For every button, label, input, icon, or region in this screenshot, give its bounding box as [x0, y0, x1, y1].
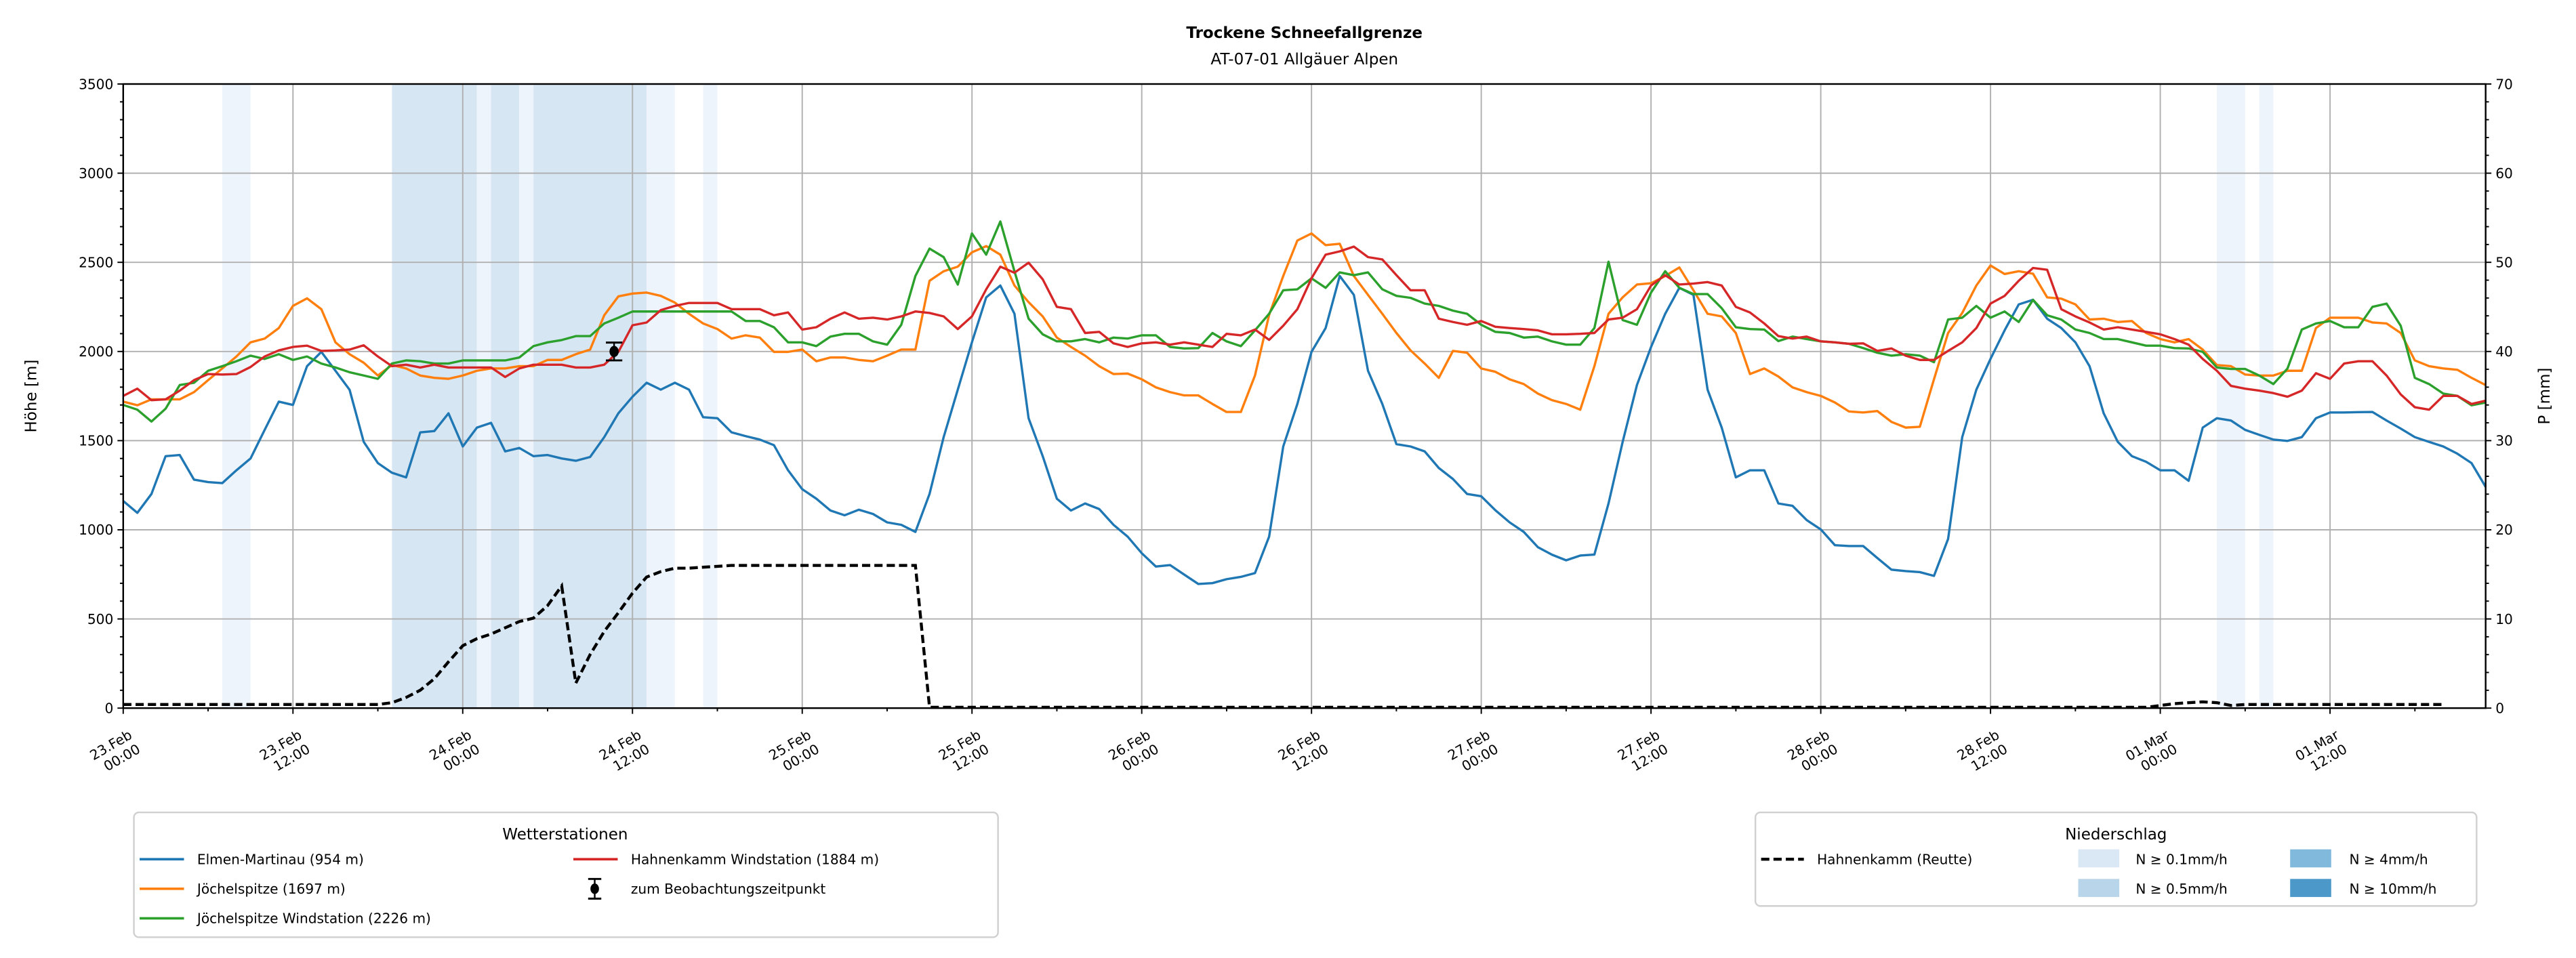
x-tick-label: 28.Feb12:00	[1955, 726, 2011, 778]
y-right-tick-label: 0	[2495, 700, 2504, 716]
legend-label-observation: zum Beobachtungszeitpunkt	[631, 881, 826, 897]
legend-precipitation: Niederschlag Hahnenkamm (Reutte) N ≥ 0.1…	[1754, 811, 2478, 907]
precip-band	[519, 84, 534, 709]
y-right-tick-label: 20	[2495, 522, 2513, 538]
legend-label-n4: N ≥ 4mm/h	[2349, 851, 2428, 867]
x-tick-label: 23.Feb12:00	[257, 726, 313, 778]
y-tick-label: 1500	[79, 433, 113, 449]
precip-band	[222, 84, 251, 709]
y-right-tick-label: 60	[2495, 165, 2513, 182]
legend-precip-title: Niederschlag	[2065, 826, 2167, 844]
legend-label-precip: Hahnenkamm (Reutte)	[1817, 851, 1972, 867]
plot-frame	[122, 83, 2487, 709]
precip-band	[476, 84, 491, 709]
legend-label-n10: N ≥ 10mm/h	[2349, 881, 2436, 897]
x-tick-label: 01.Mar12:00	[2293, 726, 2350, 778]
precip-band	[647, 84, 675, 709]
legend-swatch-n05	[2078, 879, 2120, 897]
legend-label-n01: N ≥ 0.1mm/h	[2135, 851, 2227, 867]
legend-label-joechelspitze: Jöchelspitze (1697 m)	[196, 881, 346, 897]
y-tick-label: 500	[87, 611, 113, 627]
legend-label-n05: N ≥ 0.5mm/h	[2135, 881, 2227, 897]
x-tick-label: 24.Feb12:00	[596, 726, 653, 778]
series-line-0	[122, 274, 2487, 585]
observation-point	[609, 346, 619, 358]
y-right-tick-label: 40	[2495, 343, 2513, 360]
y-tick-label: 3500	[79, 76, 113, 92]
precip-band	[2259, 84, 2274, 709]
y-tick-label: 2500	[79, 254, 113, 270]
precip-band	[491, 84, 520, 709]
series-line-1	[123, 232, 2487, 429]
series-line-3	[123, 245, 2487, 411]
legend-label-joechelspitze-wind: Jöchelspitze Windstation (2226 m)	[196, 911, 431, 927]
x-tick-label: 27.Feb12:00	[1615, 726, 1671, 778]
x-tick-label: 24.Feb00:00	[426, 726, 483, 778]
y-right-tick-label: 50	[2495, 254, 2513, 270]
chart-title: Trockene Schneefallgrenze	[1186, 24, 1423, 42]
x-tick-label: 26.Feb00:00	[1105, 726, 1162, 778]
chart-subtitle: AT-07-01 Allgäuer Alpen	[1210, 51, 1398, 68]
y-tick-label: 0	[104, 700, 113, 716]
x-tick-label: 26.Feb12:00	[1275, 726, 1332, 778]
precip-band	[392, 84, 477, 709]
x-tick-label: 25.Feb12:00	[936, 726, 992, 778]
x-tick-label: 23.Feb00:00	[87, 726, 143, 778]
legend-swatch-n10	[2290, 879, 2331, 897]
legend-label-hahnenkamm-wind: Hahnenkamm Windstation (1884 m)	[631, 851, 879, 867]
y-tick-label: 1000	[79, 522, 113, 538]
precip-band	[703, 84, 718, 709]
precip-band	[2217, 84, 2245, 709]
y-right-tick-label: 70	[2495, 76, 2513, 92]
x-tick-label: 25.Feb00:00	[766, 726, 822, 778]
legend-swatch-n01	[2078, 849, 2120, 868]
series-line-2	[123, 220, 2487, 423]
legend-stations-title: Wetterstationen	[502, 826, 628, 844]
y-right-tick-label: 10	[2495, 611, 2513, 627]
precip-band	[533, 84, 647, 709]
legend-swatch-n4	[2290, 849, 2331, 868]
y-axis-label-right: P [mm]	[2536, 368, 2554, 425]
y-tick-label: 3000	[79, 165, 113, 182]
x-tick-label: 27.Feb00:00	[1445, 726, 1501, 778]
legend-stations: Wetterstationen Elmen-Martinau (954 m) J…	[133, 811, 999, 938]
x-tick-label: 01.Mar00:00	[2123, 726, 2180, 778]
legend-label-elmen: Elmen-Martinau (954 m)	[197, 851, 364, 867]
y-tick-label: 2000	[79, 343, 113, 360]
legend-observation-marker-icon	[588, 877, 602, 900]
x-tick-label: 28.Feb00:00	[1784, 726, 1841, 778]
y-right-tick-label: 30	[2495, 433, 2513, 449]
y-axis-label-left: Höhe [m]	[22, 360, 40, 433]
